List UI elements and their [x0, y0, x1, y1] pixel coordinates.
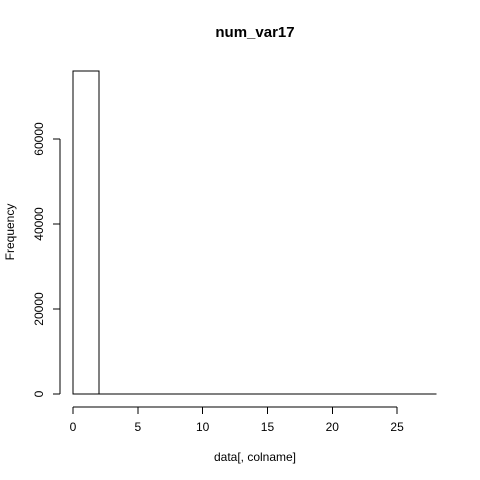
histogram-bars	[72, 70, 437, 395]
y-axis-title: Frequency	[3, 204, 17, 261]
histogram-bar	[72, 70, 100, 395]
y-axis: 0 20000 40000 60000	[32, 122, 61, 397]
x-tick-label: 0	[70, 420, 77, 434]
y-tick-label: 60000	[32, 122, 46, 156]
x-tick-label: 5	[134, 420, 141, 434]
x-axis-title: data[, colname]	[214, 450, 296, 464]
y-tick-label: 0	[32, 390, 46, 397]
y-tick-label: 40000	[32, 207, 46, 241]
x-tick-label: 25	[390, 420, 404, 434]
x-tick-label: 10	[196, 420, 210, 434]
y-tick-label: 20000	[32, 292, 46, 326]
x-tick-label: 20	[326, 420, 340, 434]
x-tick-label: 15	[261, 420, 275, 434]
x-axis: 0 5 10 15 20 25	[70, 406, 404, 434]
chart-title: num_var17	[215, 24, 294, 41]
